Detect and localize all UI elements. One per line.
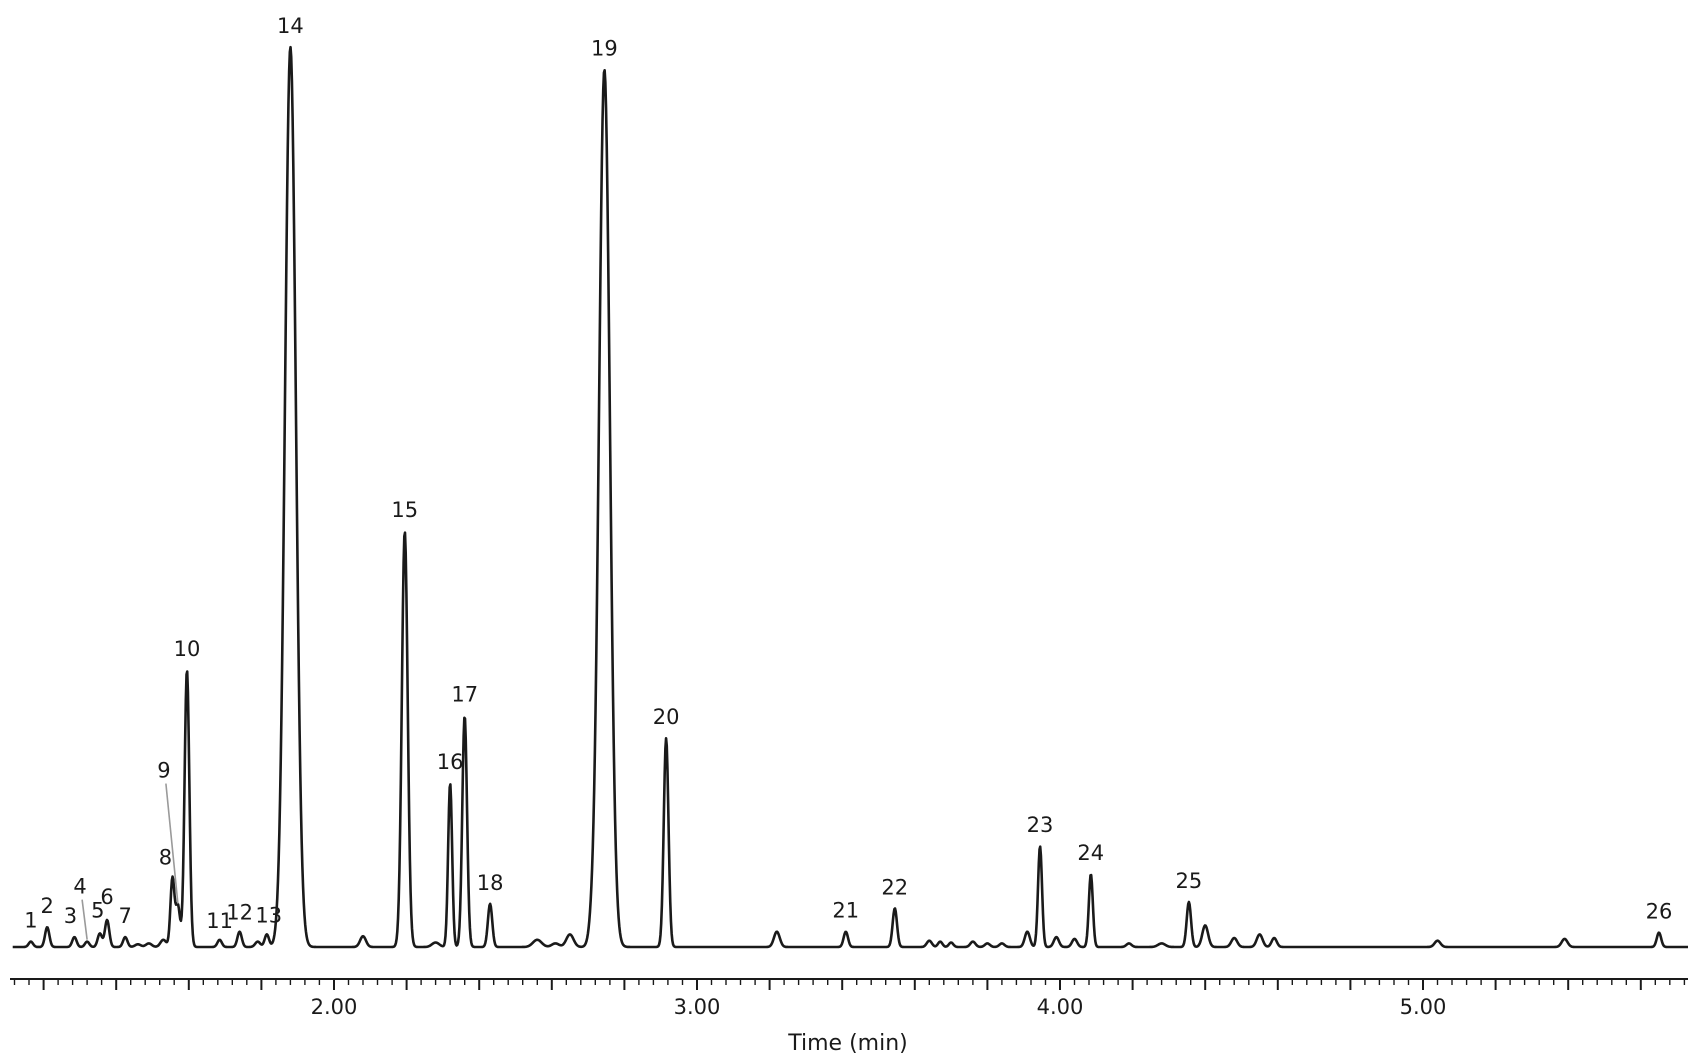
peak-label-4: 4: [73, 875, 86, 899]
peak-label-23: 23: [1027, 813, 1054, 837]
peak-label-19: 19: [591, 37, 618, 61]
peak-label-17: 17: [451, 683, 478, 707]
chromatogram-trace: [12, 45, 1688, 949]
leader-line-layer: [81, 783, 179, 940]
x-axis-ticks: 2.00 3.00 4.00 5.00: [13, 979, 1686, 1019]
peak-label-16: 16: [437, 750, 464, 774]
peak-label-6: 6: [100, 885, 113, 909]
peak-label-14: 14: [277, 14, 304, 38]
peak-label-18: 18: [477, 871, 504, 895]
peak-label-10: 10: [174, 637, 201, 661]
peak-label-21: 21: [832, 899, 859, 923]
peak-label-15: 15: [391, 498, 418, 522]
peak-label-5: 5: [91, 899, 104, 923]
x-axis-title: Time (min): [787, 1031, 908, 1056]
peak-label-7: 7: [119, 904, 132, 928]
trace-layer: [12, 45, 1688, 949]
peak-label-25: 25: [1176, 869, 1203, 893]
x-tick-label-4.00: 4.00: [1037, 995, 1084, 1019]
peak-label-3: 3: [64, 904, 77, 928]
peak-label-12: 12: [226, 901, 253, 925]
x-tick-label-2.00: 2.00: [311, 995, 358, 1019]
peak-label-13: 13: [255, 903, 282, 927]
x-tick-label-5.00: 5.00: [1400, 995, 1447, 1019]
peak-label-24: 24: [1077, 841, 1104, 865]
peak-label-1: 1: [24, 909, 37, 933]
peak-label-2: 2: [41, 894, 54, 918]
x-tick-label-3.00: 3.00: [674, 995, 721, 1019]
peak-label-8: 8: [159, 846, 172, 870]
peak-leader-4: [81, 899, 88, 940]
peak-label-22: 22: [881, 875, 908, 899]
x-axis: 2.00 3.00 4.00 5.00: [10, 978, 1688, 1019]
peak-leader-9: [165, 783, 179, 904]
peak-label-20: 20: [653, 705, 680, 729]
peak-label-9: 9: [157, 759, 170, 783]
peak-label-26: 26: [1646, 900, 1673, 924]
peak-label-11: 11: [206, 909, 233, 933]
